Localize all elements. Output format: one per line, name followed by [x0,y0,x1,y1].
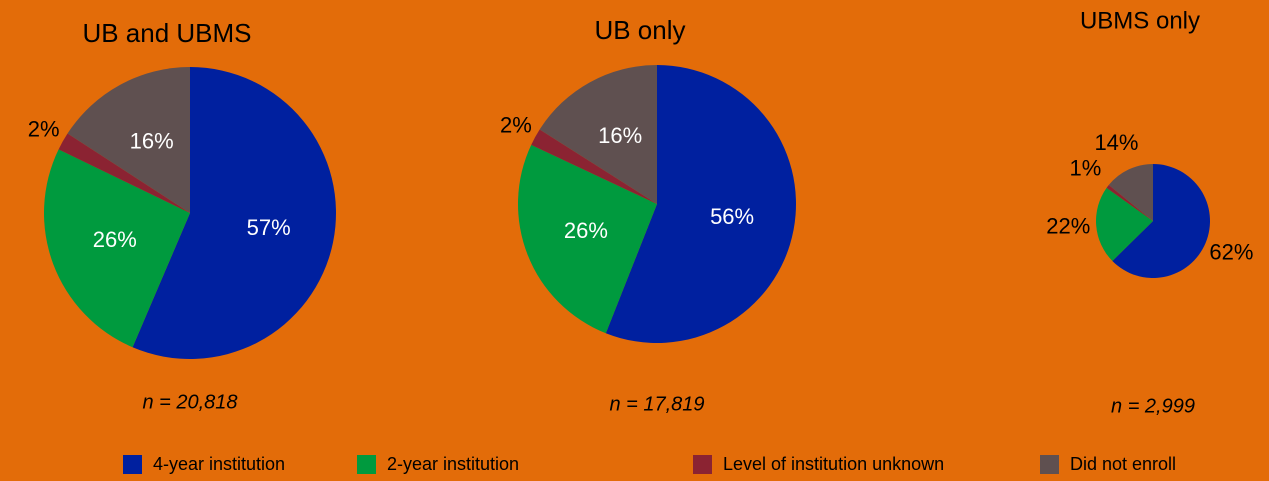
pie-slice [605,65,797,344]
chart-title: UB only [594,15,685,45]
legend-swatch [693,455,712,474]
pie-slice [1096,187,1153,261]
slice-label: 56% [710,204,754,229]
slice-label: 16% [598,123,642,148]
slice-label: 22% [1046,214,1090,239]
pie-slice [1108,164,1153,221]
slice-label: 14% [1094,130,1138,155]
slice-label: 26% [93,227,137,252]
slice-label: 2% [500,112,532,137]
pie-slice [518,144,657,334]
slice-label: 16% [130,128,174,153]
pie-slice [539,65,657,204]
legend-label: Did not enroll [1070,454,1176,474]
pie-slice [1112,164,1210,278]
sample-size: n = 2,999 [1111,395,1195,417]
legend-label: Level of institution unknown [723,454,944,474]
slice-label: 26% [564,218,608,243]
slice-label: 2% [28,116,60,141]
legend-swatch [123,455,142,474]
pie-slice [67,67,190,213]
legend-swatch [357,455,376,474]
pie-slice [1106,185,1153,221]
legend-swatch [1040,455,1059,474]
legend-label: 4-year institution [153,454,285,474]
pie-slice [132,67,336,359]
legend-label: 2-year institution [387,454,519,474]
sample-size: n = 17,819 [609,393,704,415]
slice-label: 62% [1209,240,1253,265]
pie-slice [58,133,191,213]
chart-title: UBMS only [1080,7,1200,34]
pie-slice [43,149,191,348]
sample-size: n = 20,818 [142,391,237,413]
slice-label: 57% [247,215,291,240]
chart-title: UB and UBMS [82,18,251,48]
pie-slice [531,129,657,204]
slice-label: 1% [1069,155,1101,180]
